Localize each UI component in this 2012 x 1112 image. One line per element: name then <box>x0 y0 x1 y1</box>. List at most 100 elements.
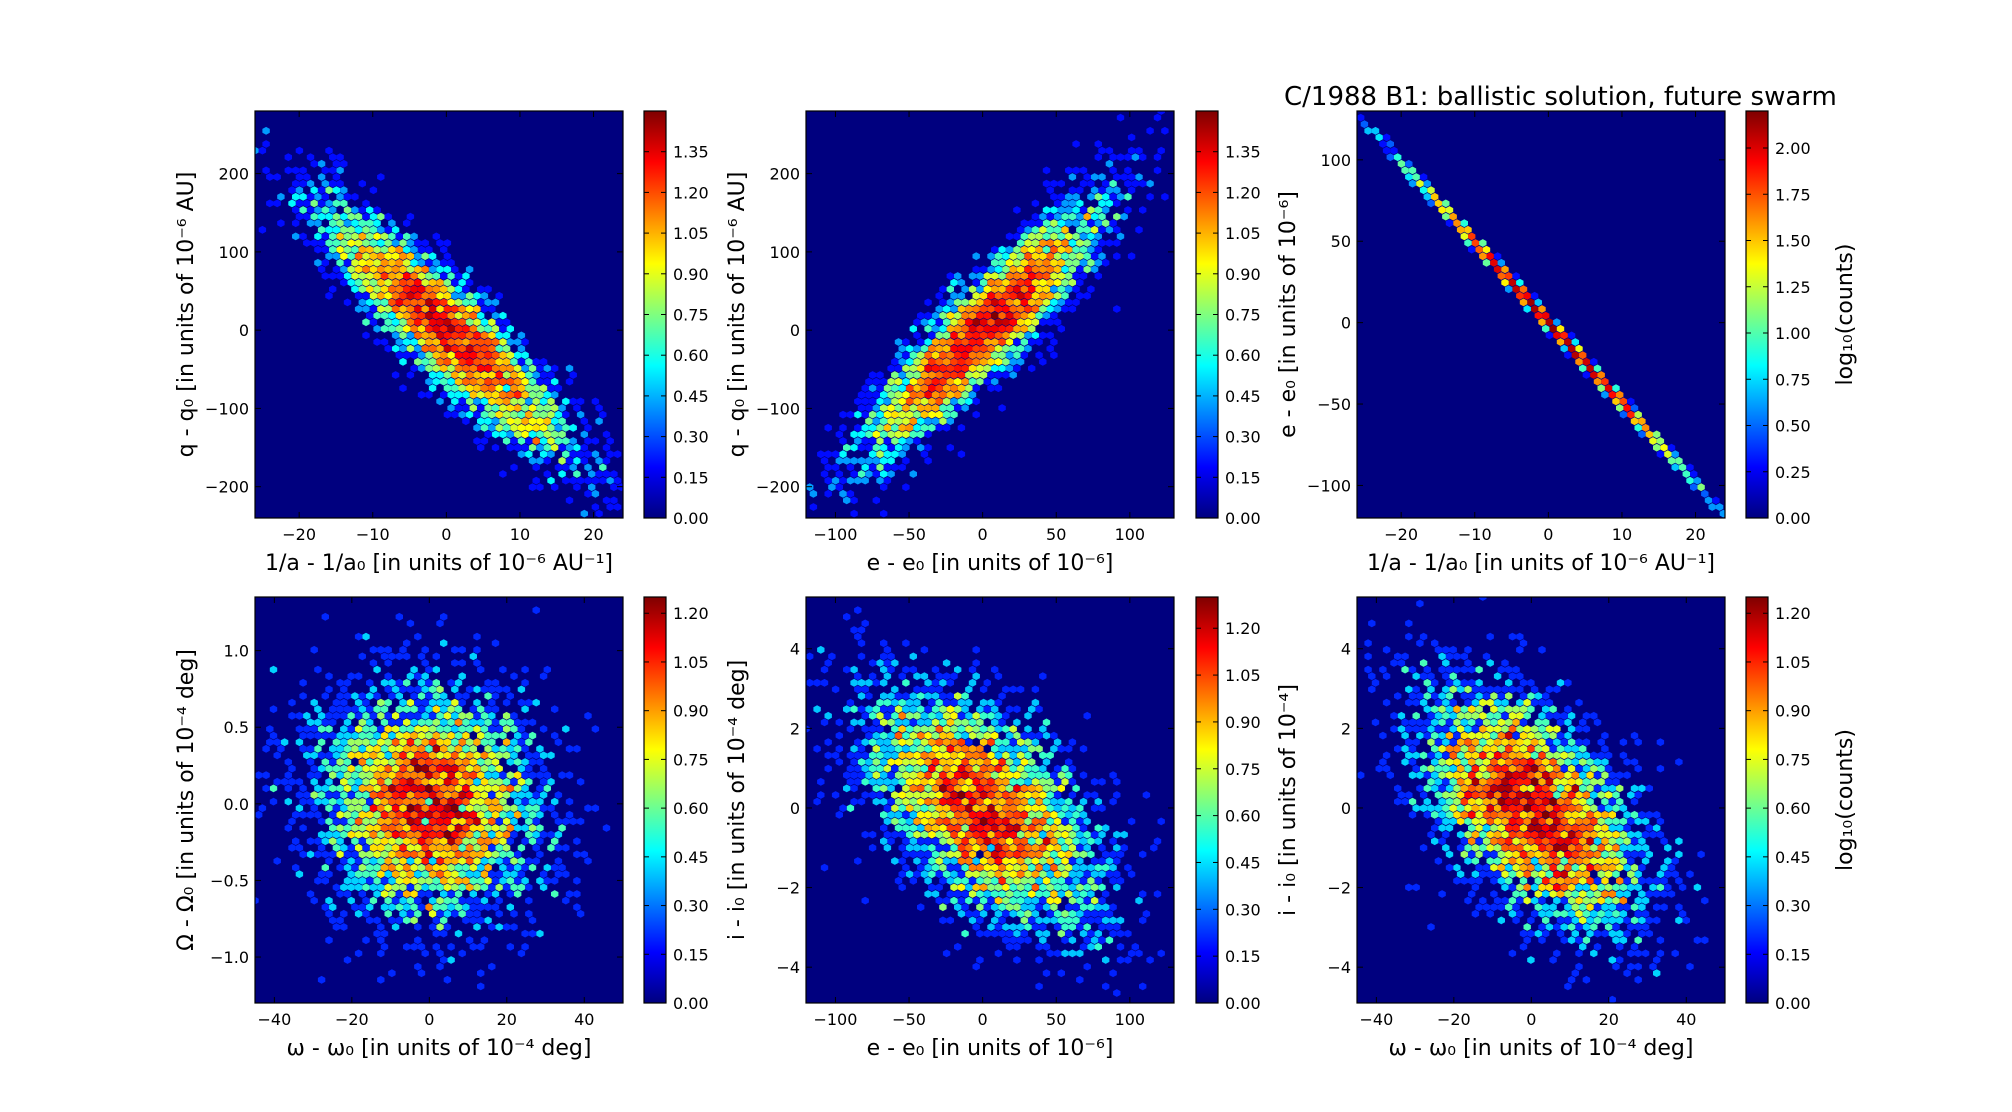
hexbin-cell <box>843 665 851 674</box>
hexbin-cell <box>499 351 507 360</box>
hexbin-cell <box>343 863 352 872</box>
hexbin-cell <box>388 969 396 978</box>
hexbin-cell <box>562 450 570 459</box>
hexbin-cell <box>1634 410 1642 419</box>
hexbin-cell <box>532 423 540 432</box>
hexbin-cell <box>539 357 548 366</box>
hexbin-cell <box>325 804 333 813</box>
hexbin-cell <box>458 305 466 313</box>
hexbin-cell <box>1527 298 1535 307</box>
hexbin-cell <box>1627 410 1635 419</box>
hexbin-cell <box>824 463 832 472</box>
hexbin-cell <box>1715 503 1724 511</box>
hexbin-cell <box>514 863 522 872</box>
hexbin-cell <box>336 824 344 832</box>
hexbin-cell <box>480 817 489 826</box>
hexbin-cell <box>1582 870 1591 879</box>
hexbin-cell <box>465 777 474 786</box>
hexbin-cell <box>1604 777 1613 786</box>
hexbin-cell <box>317 817 326 826</box>
hexbin-cell <box>347 870 355 879</box>
hexbin-cell <box>1042 758 1051 766</box>
hexbin-cell <box>414 896 422 905</box>
hexbin-cell <box>817 777 825 786</box>
hexbin-cell <box>1046 791 1054 799</box>
hexbin-cell <box>998 890 1006 898</box>
hexbin-cell <box>473 870 481 879</box>
hexbin-cell <box>1109 797 1117 806</box>
hexbin-cell <box>454 876 463 885</box>
hexbin-cell <box>447 784 455 793</box>
x-tick-label: −20 <box>335 1010 369 1029</box>
hexbin-cell <box>1053 252 1062 261</box>
hexbin-cell <box>891 857 899 865</box>
hexbin-cell <box>491 430 500 439</box>
hexbin-cell <box>521 430 529 439</box>
hexbin-cell <box>935 711 943 720</box>
hexbin-cell <box>406 278 415 287</box>
hexbin-cell <box>495 397 503 406</box>
hexbin-cell <box>868 371 877 379</box>
hexbin-cell <box>994 371 1003 379</box>
hexbin-cell <box>536 876 544 885</box>
hexbin-cell <box>1530 725 1539 733</box>
hexbin-cell <box>1065 192 1073 201</box>
hexbin-cell <box>1416 599 1424 608</box>
hexbin-cell <box>1157 146 1165 155</box>
colorbar-tick-label: 1.05 <box>673 653 709 672</box>
hexbin-cell <box>573 876 581 885</box>
hexbin-cell <box>428 318 437 327</box>
hexbin-cell <box>1623 404 1631 412</box>
hexbin-cell <box>1449 804 1457 813</box>
hexbin-cell <box>1013 245 1021 254</box>
hexbin-cell <box>1582 923 1591 931</box>
hexbin-cell <box>299 232 307 241</box>
colorbar-tick-label: 1.35 <box>673 143 709 162</box>
hexbin-cell <box>421 291 429 300</box>
colorbar-tick-label: 0.75 <box>673 306 709 325</box>
hexbin-cell <box>406 777 415 786</box>
hexbin-cell <box>950 331 958 340</box>
hexbin-cell <box>1460 797 1468 806</box>
hexbin-cell <box>1516 804 1524 813</box>
hexbin-cell <box>599 476 607 485</box>
hexbin-cell <box>547 476 555 485</box>
hexbin-cell <box>1061 870 1069 879</box>
hexbin-cell <box>1013 364 1021 373</box>
hexbin-cell <box>1394 153 1402 162</box>
hexbin-cell <box>1031 291 1040 300</box>
hexbin-cell <box>414 278 422 287</box>
hexbin-cell <box>1519 758 1528 766</box>
hexbin-cell <box>366 797 374 806</box>
hexbin-cell <box>1079 272 1088 280</box>
hexbin-cell <box>1061 830 1069 839</box>
hexbin-cell <box>406 896 415 905</box>
hexbin-cell <box>406 252 415 261</box>
hexbin-cell <box>1527 771 1535 780</box>
hexbin-cell <box>1564 837 1572 846</box>
hexbin-cell <box>1087 206 1095 214</box>
hexbin-cell <box>395 863 403 872</box>
hexbin-cell <box>1050 245 1058 254</box>
hexbin-cell <box>454 351 463 360</box>
hexbin-cell <box>332 252 341 261</box>
hexbin-cell <box>369 645 378 654</box>
hexbin-cell <box>1105 857 1114 865</box>
hexbin-cell <box>569 371 577 379</box>
hexbin-cell <box>536 824 544 832</box>
hexbin-cell <box>939 705 947 714</box>
hexbin-cell <box>373 929 381 938</box>
hexbin-cell <box>432 692 440 700</box>
hexbin-cell <box>931 692 940 700</box>
hexbin-cell <box>1009 318 1017 327</box>
hexbin-cell <box>1471 738 1480 747</box>
hexbin-cell <box>928 711 936 720</box>
hexbin-cell <box>1068 830 1077 839</box>
hexbin-cell <box>1627 791 1635 799</box>
colorbar-tick-label: 0.30 <box>673 428 709 447</box>
hexbin-cell <box>972 843 980 852</box>
hexbin-cell <box>1616 956 1624 964</box>
hexbin-cell <box>979 883 988 892</box>
hexbin-cell <box>968 364 977 373</box>
hexbin-cell <box>887 443 895 452</box>
